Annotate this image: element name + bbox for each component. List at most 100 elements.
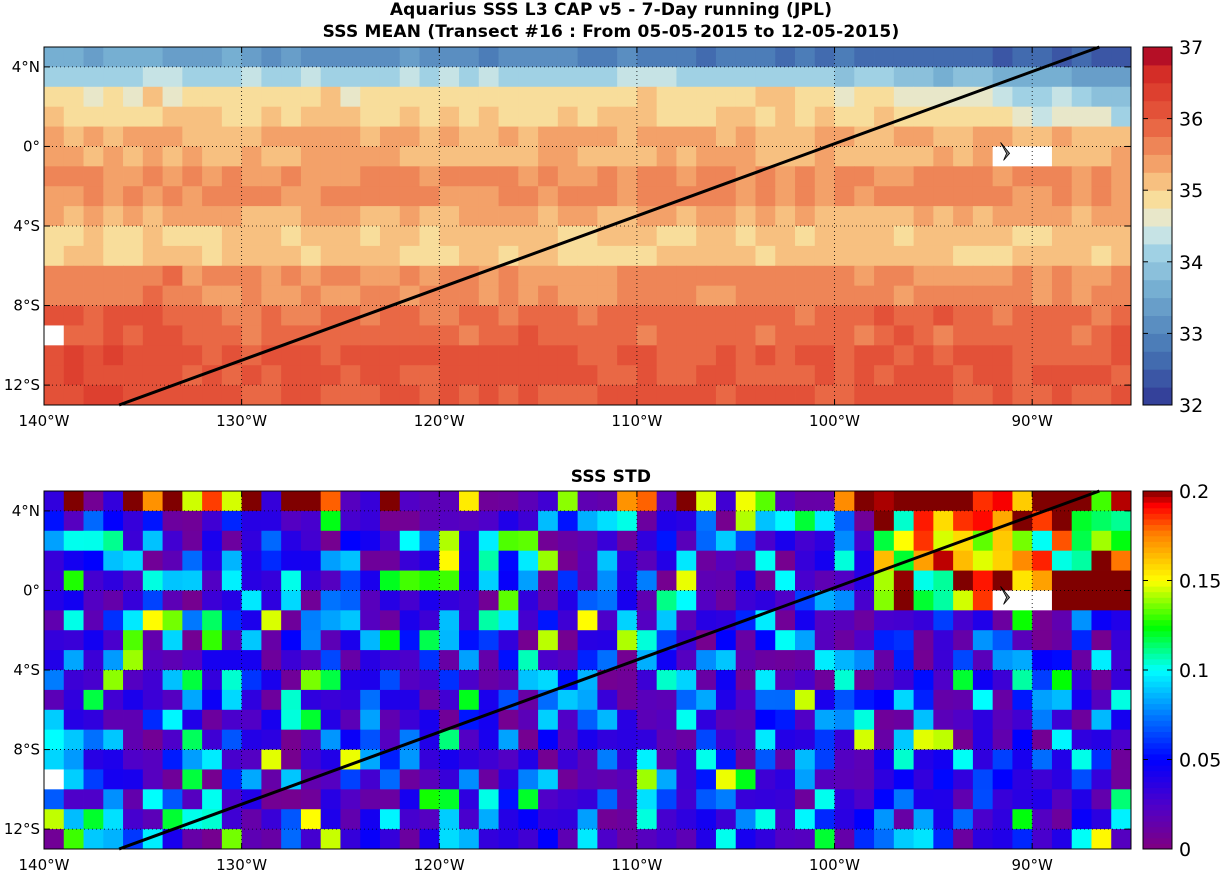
mean-cell bbox=[755, 186, 776, 207]
std-cell bbox=[1111, 670, 1132, 691]
mean-cell bbox=[715, 126, 737, 147]
mean-cell bbox=[538, 166, 559, 187]
mean-cell bbox=[755, 66, 776, 88]
std-colorbar-segment bbox=[1143, 535, 1172, 542]
std-cell bbox=[518, 510, 539, 532]
mean-cell bbox=[63, 47, 84, 68]
std-cell bbox=[795, 689, 816, 711]
std-cell bbox=[399, 670, 420, 691]
std-cell bbox=[775, 630, 796, 651]
mean-cell bbox=[696, 47, 717, 68]
mean-cell bbox=[656, 226, 677, 247]
mean-cell bbox=[498, 305, 519, 326]
mean-cell bbox=[992, 206, 1013, 227]
std-cell bbox=[636, 570, 658, 591]
std-cell bbox=[893, 570, 914, 591]
std-cell bbox=[459, 670, 480, 691]
mean-cell bbox=[735, 325, 756, 346]
std-cell bbox=[735, 530, 756, 552]
std-cell bbox=[775, 829, 796, 850]
std-cell bbox=[1051, 650, 1073, 671]
mean-cell bbox=[399, 305, 420, 326]
std-cell bbox=[953, 550, 974, 571]
mean-cell bbox=[202, 265, 223, 287]
std-cell bbox=[735, 491, 756, 512]
std-cell bbox=[992, 749, 1013, 770]
mean-cell bbox=[1111, 86, 1132, 108]
std-cell bbox=[320, 709, 341, 731]
std-colorbar-segment bbox=[1143, 513, 1172, 520]
mean-cell bbox=[656, 47, 677, 68]
std-cell bbox=[182, 650, 203, 671]
std-cell bbox=[419, 769, 440, 790]
mean-cell bbox=[83, 285, 104, 306]
std-cell bbox=[221, 610, 243, 631]
std-colorbar-segment bbox=[1143, 765, 1172, 772]
std-cell bbox=[814, 530, 835, 552]
std-cell bbox=[972, 689, 994, 711]
mean-cell bbox=[854, 305, 875, 326]
std-cell bbox=[893, 709, 914, 731]
mean-cell bbox=[281, 206, 302, 227]
mean-colorbar-label: 35 bbox=[1179, 180, 1203, 202]
mean-cell bbox=[893, 86, 914, 108]
std-cell bbox=[735, 809, 756, 830]
std-cell bbox=[202, 689, 223, 711]
mean-cell bbox=[83, 325, 104, 346]
std-cell bbox=[617, 829, 638, 850]
mean-cell bbox=[1032, 265, 1053, 287]
mean-cell bbox=[518, 305, 539, 326]
std-cell bbox=[44, 550, 65, 571]
std-cell bbox=[1051, 570, 1073, 591]
mean-cell bbox=[320, 146, 341, 167]
std-cell bbox=[874, 550, 895, 571]
mean-cell bbox=[221, 86, 243, 108]
mean-cell bbox=[221, 126, 243, 147]
mean-cell bbox=[795, 86, 816, 108]
mean-cell bbox=[142, 66, 163, 88]
mean-cell bbox=[123, 285, 144, 306]
mean-cell bbox=[360, 47, 381, 68]
mean-cell bbox=[182, 226, 203, 247]
mean-cell bbox=[142, 305, 163, 326]
std-cell bbox=[261, 590, 282, 611]
std-cell bbox=[261, 650, 282, 671]
std-cell bbox=[735, 570, 756, 591]
mean-cell bbox=[399, 265, 420, 287]
std-cell bbox=[300, 789, 322, 810]
std-cell bbox=[498, 809, 519, 830]
mean-cell bbox=[933, 106, 954, 127]
std-cell bbox=[261, 809, 282, 830]
mean-cell bbox=[1012, 106, 1033, 127]
mean-cell bbox=[379, 265, 401, 287]
mean-cell bbox=[972, 106, 994, 127]
std-cell bbox=[953, 809, 974, 830]
mean-cell bbox=[755, 206, 776, 227]
mean-cell bbox=[617, 325, 638, 346]
std-cell bbox=[715, 729, 737, 750]
std-cell bbox=[874, 491, 895, 512]
mean-cell bbox=[913, 245, 934, 267]
std-cell bbox=[557, 689, 579, 711]
std-cell bbox=[617, 809, 638, 830]
std-cell bbox=[162, 749, 183, 770]
mean-cell bbox=[795, 47, 816, 68]
std-xtick-label: 90°W bbox=[1011, 856, 1053, 871]
mean-cell bbox=[1071, 245, 1092, 267]
std-cell bbox=[459, 789, 480, 810]
mean-cell bbox=[202, 206, 223, 227]
mean-cell bbox=[320, 126, 341, 147]
std-cell bbox=[202, 590, 223, 611]
mean-cell bbox=[557, 146, 579, 167]
mean-cell bbox=[221, 186, 243, 207]
mean-cell bbox=[182, 166, 203, 187]
std-cell bbox=[933, 709, 954, 731]
mean-cell bbox=[478, 206, 499, 227]
std-colorbar-segment bbox=[1143, 793, 1172, 800]
mean-cell bbox=[933, 166, 954, 187]
std-cell bbox=[162, 610, 183, 631]
mean-cell bbox=[1091, 146, 1112, 167]
std-cell bbox=[874, 570, 895, 591]
mean-cell bbox=[123, 305, 144, 326]
mean-cell bbox=[320, 86, 341, 108]
